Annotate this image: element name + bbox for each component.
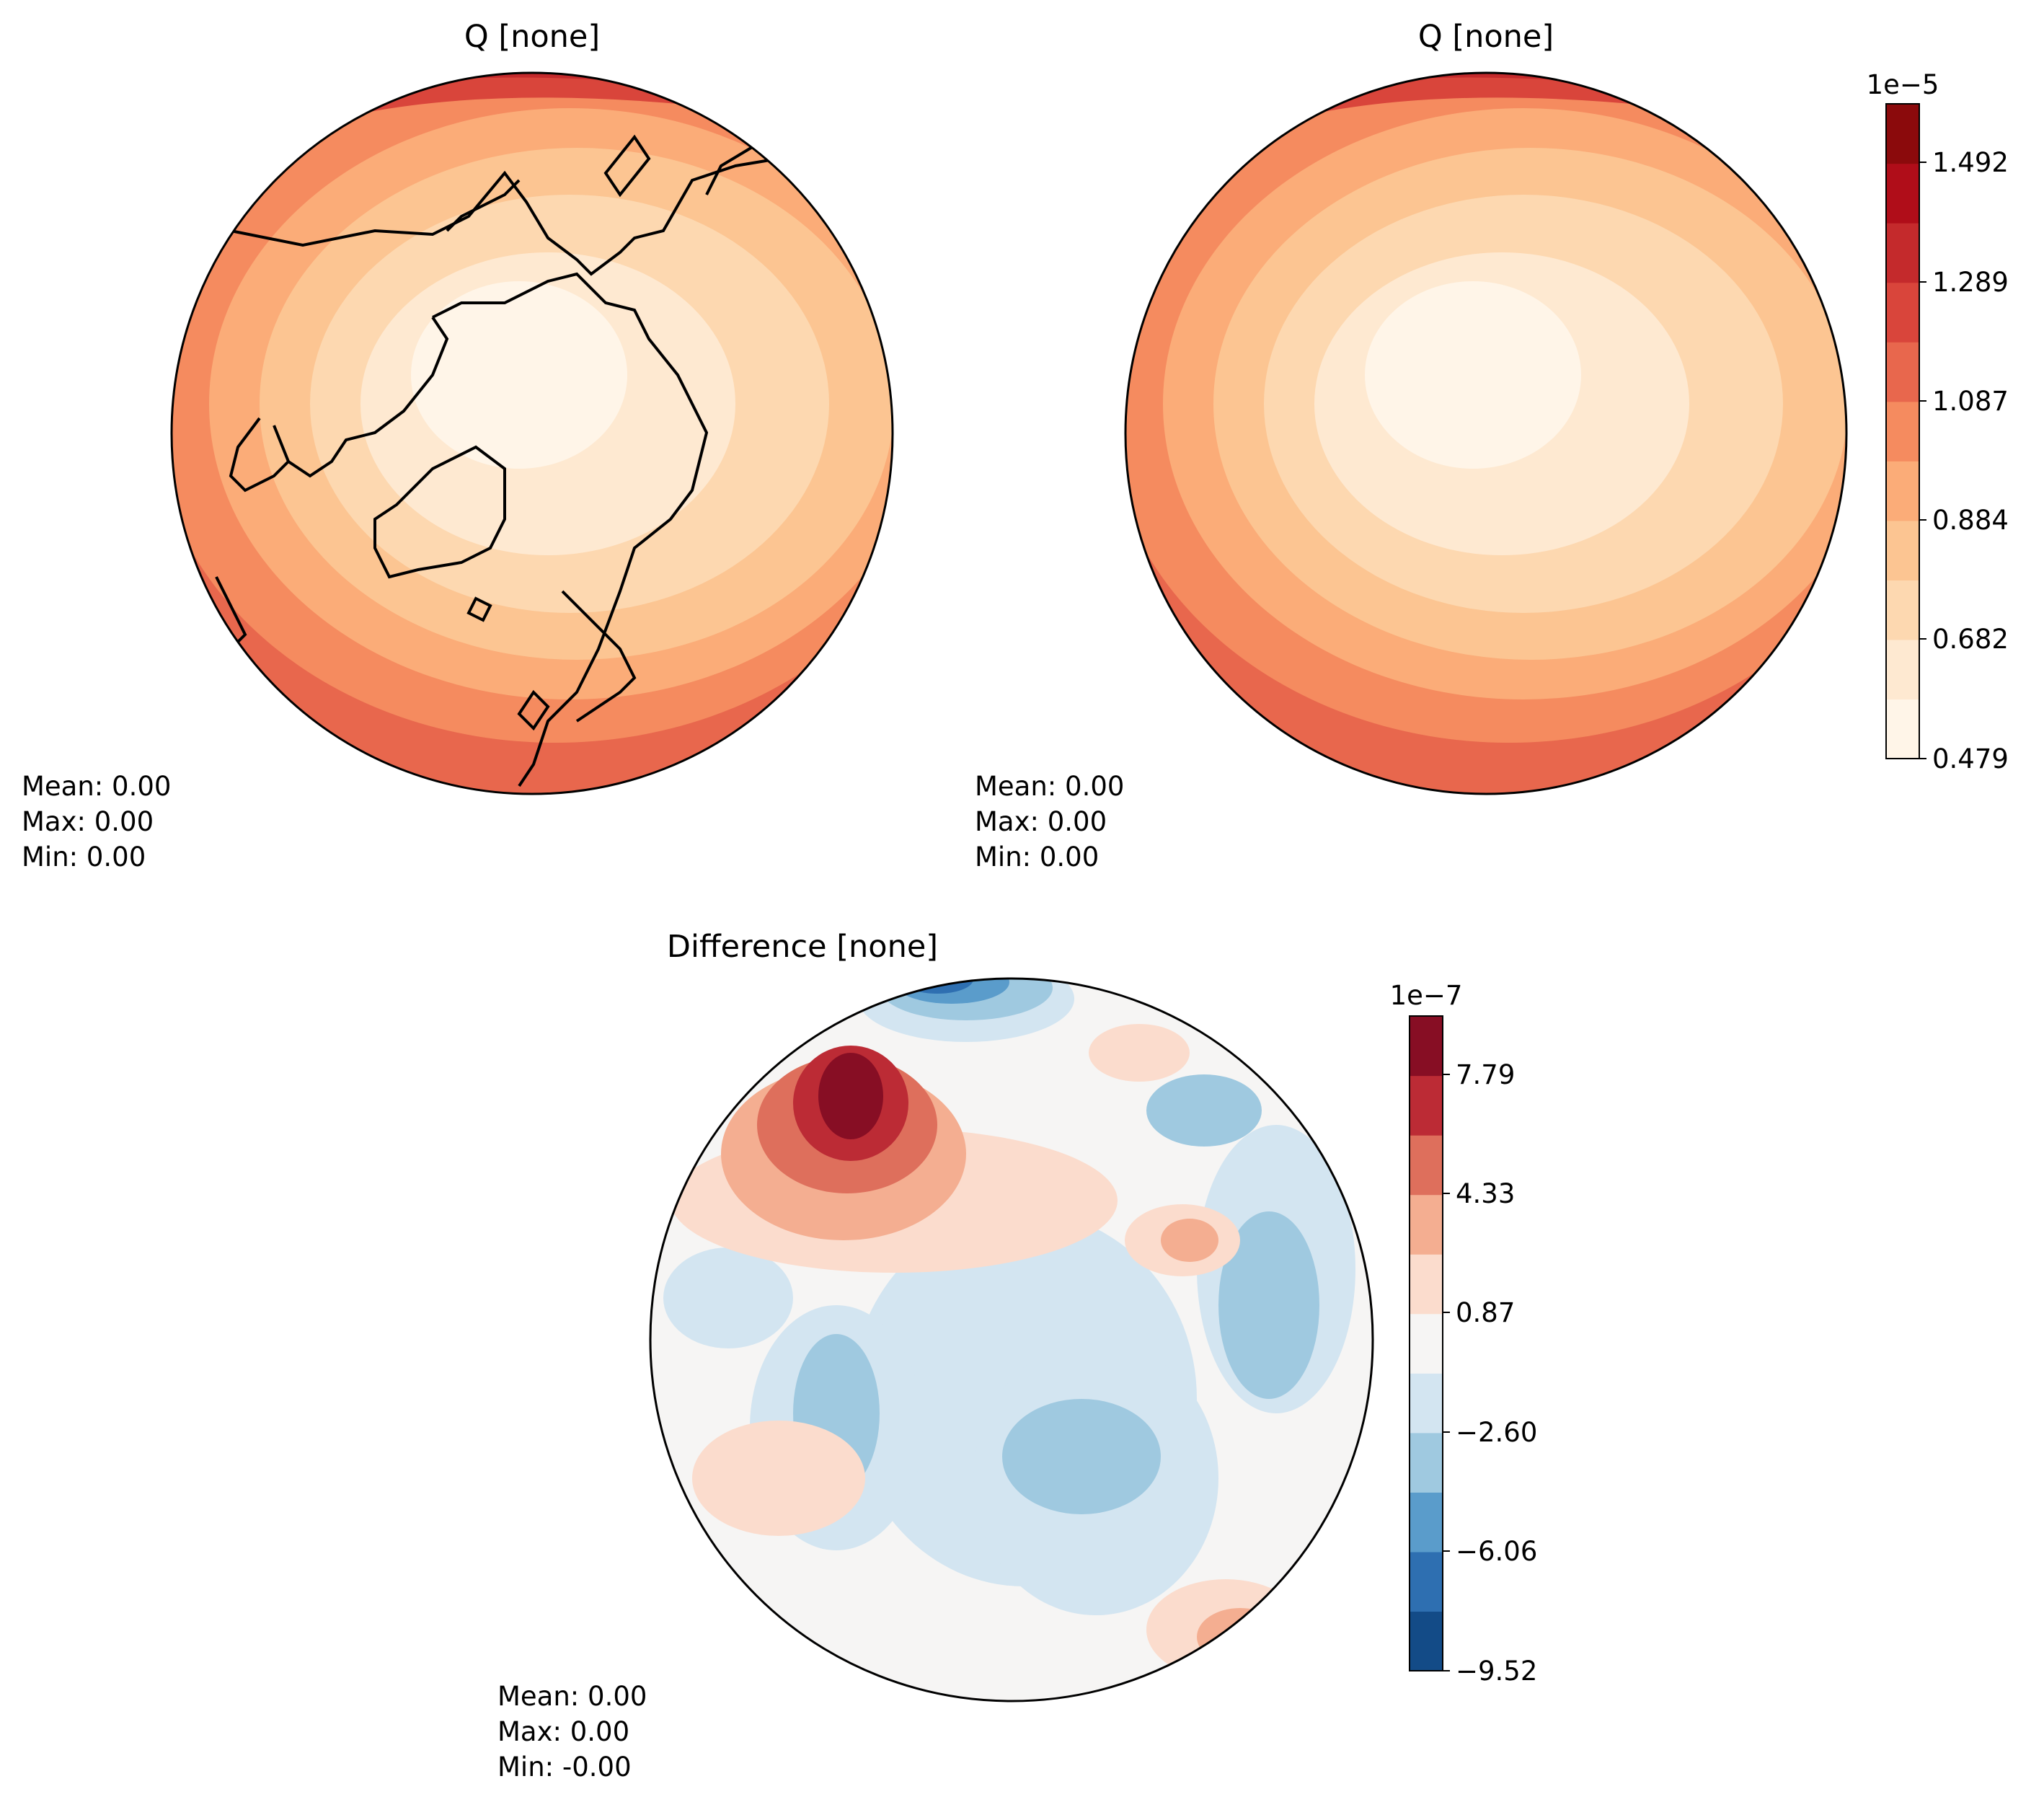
colorbar-diff-segment xyxy=(1410,1313,1443,1374)
stat-max-test: Max: 0.00 xyxy=(22,806,154,837)
colorbar-main-tick-label: 1.492 xyxy=(1932,147,2009,178)
colorbar-main-segment xyxy=(1886,461,1919,521)
colorbar-main-segment xyxy=(1886,163,1919,224)
colorbar-diff-segment xyxy=(1410,1492,1443,1553)
map-boundary-test xyxy=(170,71,894,795)
colorbar-diff-segment xyxy=(1410,1611,1443,1671)
contour-field-ref xyxy=(1125,73,1846,794)
colorbar-diff-ticks: 7.79 4.33 0.87 −2.60 −6.06 −9.52 xyxy=(1443,1059,1537,1687)
colorbar-diff-segments xyxy=(1410,1016,1443,1671)
colorbar-main-segment xyxy=(1886,104,1919,164)
map-panel-ref: Q [none] Mean: 0.00 Max: 0.00 Min: 0.00 xyxy=(975,19,1848,873)
colorbar-main-ticks: 1.492 1.289 1.087 0.884 0.682 0.479 xyxy=(1919,147,2009,774)
contour-field-diff xyxy=(650,979,1373,1701)
map-panel-test: Q [none] Mean: 0.00 Max: 0.00 Min: 0.00 xyxy=(22,19,894,873)
colorbar-main-segment xyxy=(1886,520,1919,580)
colorbar-main-segment xyxy=(1886,639,1919,700)
colorbar-main-tick-label: 0.884 xyxy=(1932,505,2009,536)
colorbar-diff-tick-label: −9.52 xyxy=(1456,1656,1537,1687)
colorbar-main-tick-label: 1.289 xyxy=(1932,267,2009,298)
colorbar-diff-segment xyxy=(1410,1016,1443,1077)
colorbar-main-tick-label: 1.087 xyxy=(1932,386,2009,417)
colorbar-diff-tick-label: 4.33 xyxy=(1456,1178,1515,1209)
colorbar-diff-segment xyxy=(1410,1135,1443,1196)
stat-min-ref: Min: 0.00 xyxy=(975,842,1099,873)
colorbar-main-segment xyxy=(1886,580,1919,640)
colorbar-main-tick-label: 0.682 xyxy=(1932,624,2009,655)
panel-title-test: Q [none] xyxy=(464,19,600,55)
stat-max-ref: Max: 0.00 xyxy=(975,806,1107,837)
colorbar-main-frame xyxy=(1885,103,1920,759)
panel-title-ref: Q [none] xyxy=(1418,19,1554,55)
stat-mean-test: Mean: 0.00 xyxy=(22,771,171,802)
colorbar-main: 1e−5 1.492 1.289 1.087 0.884 0.682 0.479 xyxy=(1867,69,2009,774)
panel-title-diff: Difference [none] xyxy=(667,929,938,965)
colorbar-diff-segment xyxy=(1410,1194,1443,1255)
colorbar-diff-tick-label: −6.06 xyxy=(1456,1536,1537,1567)
colorbar-diff-tick-label: 7.79 xyxy=(1456,1059,1515,1090)
map-boundary-diff xyxy=(649,977,1374,1702)
colorbar-diff-tick-label: −2.60 xyxy=(1456,1417,1537,1448)
colorbar-diff-exponent: 1e−7 xyxy=(1390,980,1463,1011)
colorbar-diff: 1e−7 7.79 4.33 0.87 −2.60 −6.06 −9.52 xyxy=(1390,980,1538,1687)
map-panel-diff: Difference [none] Mean: 0.00 Max: 0.00 M… xyxy=(497,929,1374,1783)
stat-min-test: Min: 0.00 xyxy=(22,842,146,873)
colorbar-main-segments xyxy=(1886,104,1919,759)
colorbar-diff-segment xyxy=(1410,1254,1443,1315)
colorbar-main-segment xyxy=(1886,342,1919,402)
contour-field-test xyxy=(172,73,893,794)
colorbar-main-segment xyxy=(1886,401,1919,461)
colorbar-diff-segment xyxy=(1410,1075,1443,1136)
colorbar-main-segment xyxy=(1886,282,1919,343)
colorbar-main-tick-label: 0.479 xyxy=(1932,743,2009,774)
stat-mean-diff: Mean: 0.00 xyxy=(497,1681,647,1712)
stat-max-diff: Max: 0.00 xyxy=(497,1716,629,1747)
colorbar-diff-segment xyxy=(1410,1551,1443,1612)
colorbar-main-segment xyxy=(1886,223,1919,283)
colorbar-diff-frame xyxy=(1409,1015,1443,1671)
colorbar-diff-segment xyxy=(1410,1432,1443,1493)
colorbar-main-segment xyxy=(1886,699,1919,759)
colorbar-diff-segment xyxy=(1410,1373,1443,1434)
colorbar-main-exponent: 1e−5 xyxy=(1867,69,1939,100)
colorbar-diff-tick-label: 0.87 xyxy=(1456,1297,1515,1328)
stat-mean-ref: Mean: 0.00 xyxy=(975,771,1124,802)
stat-min-diff: Min: -0.00 xyxy=(497,1752,632,1783)
map-boundary-ref xyxy=(1124,71,1848,795)
